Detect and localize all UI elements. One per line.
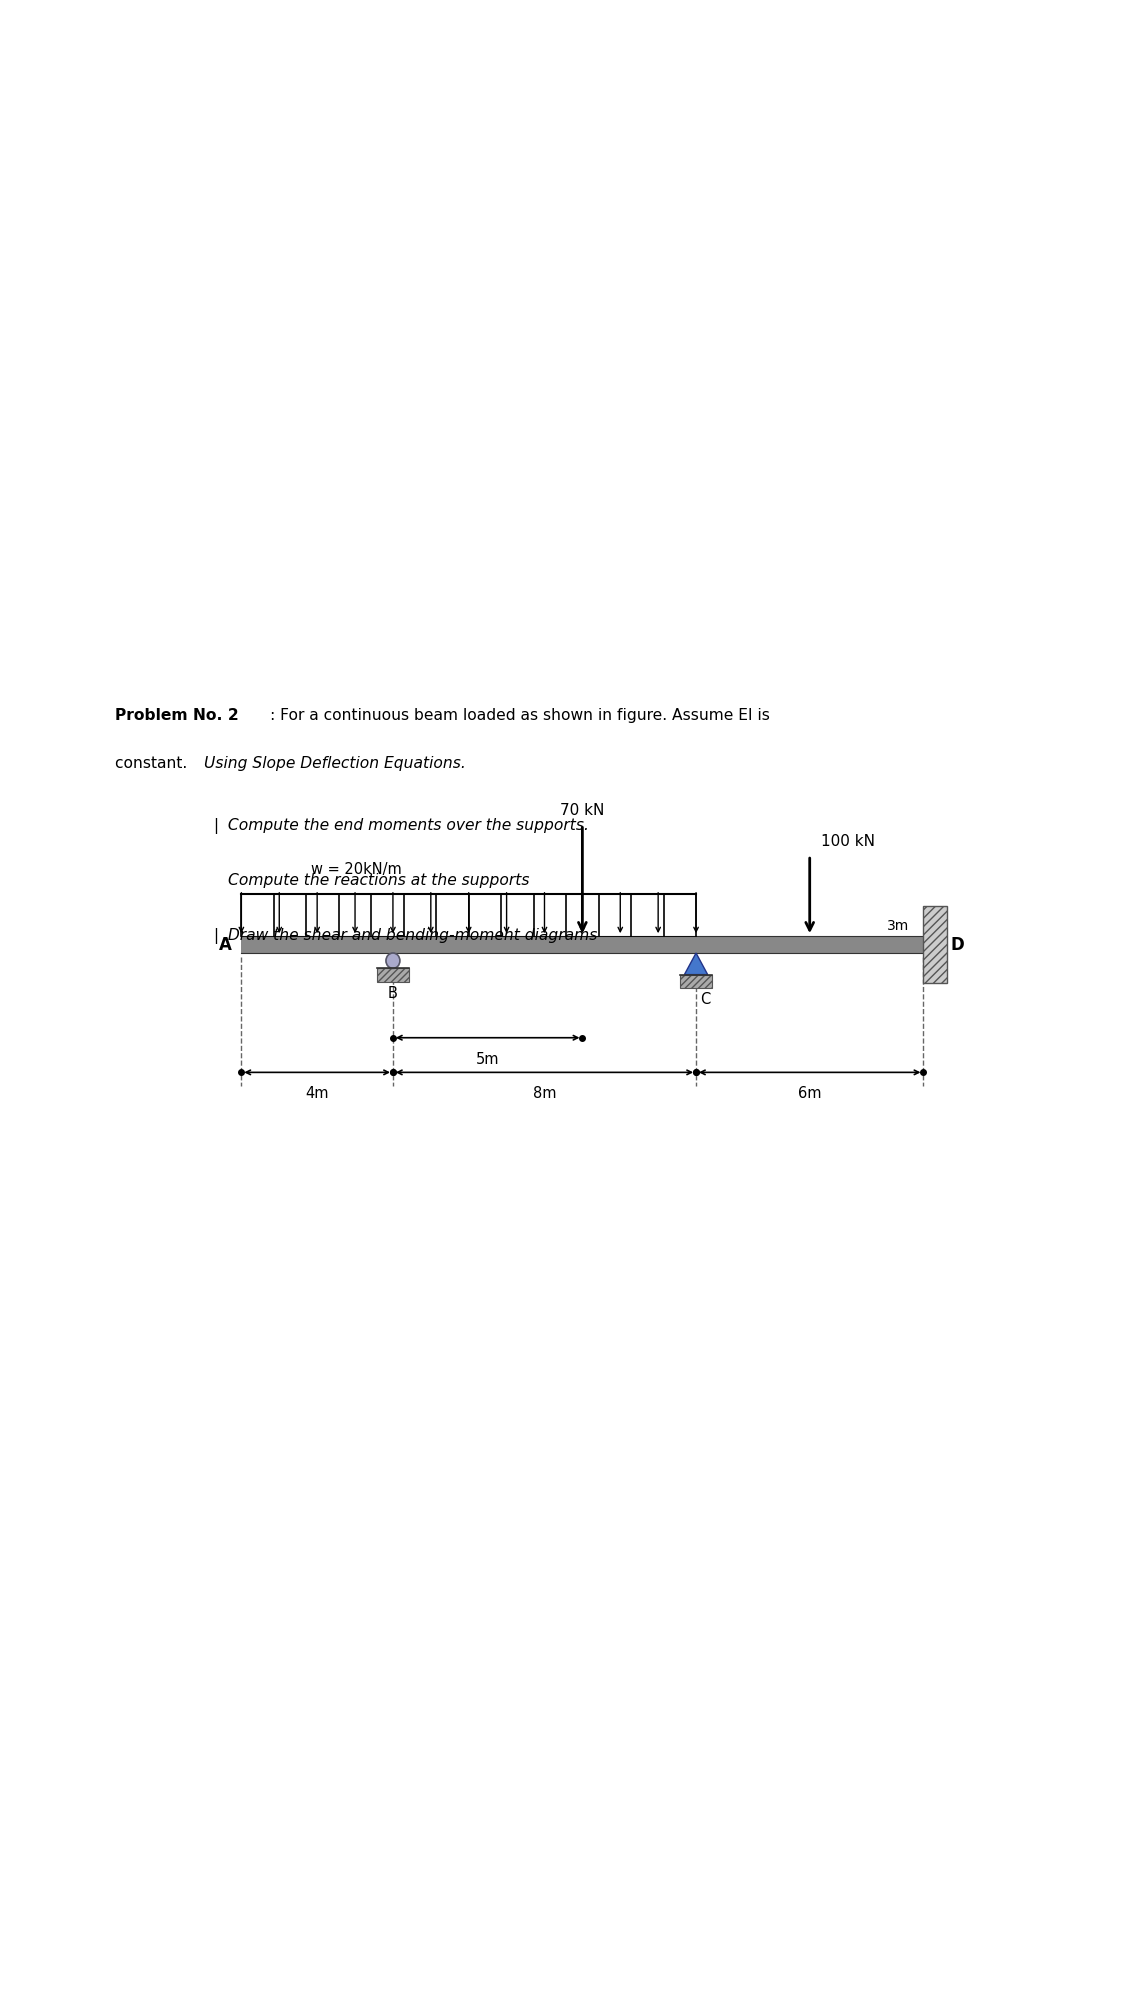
Text: constant.: constant.: [115, 756, 192, 770]
Text: C: C: [700, 992, 710, 1008]
Ellipse shape: [386, 954, 399, 968]
Text: 4m: 4m: [305, 1086, 328, 1102]
Bar: [242, 936, 924, 954]
Text: 100 kN: 100 kN: [821, 834, 875, 850]
Text: 8m: 8m: [533, 1086, 556, 1102]
Text: Compute the reactions at the supports: Compute the reactions at the supports: [228, 872, 530, 888]
Text: Using Slope Deflection Equations.: Using Slope Deflection Equations.: [204, 756, 466, 770]
Text: 6m: 6m: [798, 1086, 821, 1102]
Text: ❘ Compute the end moments over the supports.: ❘ Compute the end moments over the suppo…: [210, 818, 588, 834]
Bar: [924, 906, 946, 984]
Text: Problem No. 2: Problem No. 2: [115, 708, 238, 722]
Bar: [377, 968, 409, 982]
Text: ❘ Draw the shear and bending-moment diagrams: ❘ Draw the shear and bending-moment diag…: [210, 928, 597, 944]
Text: 3m: 3m: [888, 920, 909, 932]
Text: A: A: [219, 936, 232, 954]
Text: 5m: 5m: [476, 1052, 500, 1066]
Bar: [680, 974, 712, 988]
Text: B: B: [388, 986, 398, 1002]
Text: : For a continuous beam loaded as shown in figure. Assume EI is: : For a continuous beam loaded as shown …: [270, 708, 771, 722]
Text: w = 20kN/m: w = 20kN/m: [312, 862, 402, 876]
Text: 70 kN: 70 kN: [560, 804, 604, 818]
Polygon shape: [684, 954, 708, 974]
Text: D: D: [951, 936, 964, 954]
